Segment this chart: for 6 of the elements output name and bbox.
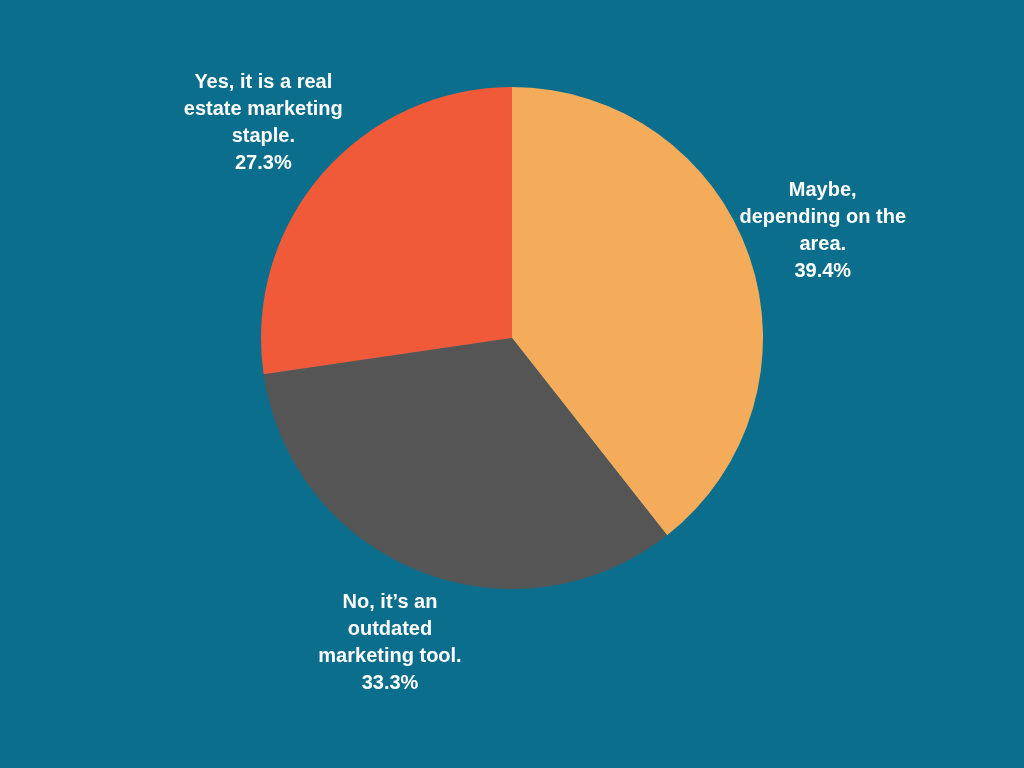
slice-label: Maybe, depending on the area. xyxy=(739,177,907,254)
data-label: 27.3% xyxy=(234,150,292,173)
data-label: 39.4% xyxy=(794,258,852,281)
slice-label: No, it’s an outdated marketing tool. xyxy=(318,590,462,667)
slice-label: Yes, it is a real estate marketing staple. xyxy=(183,69,343,146)
data-label: 33.3% xyxy=(361,671,419,694)
